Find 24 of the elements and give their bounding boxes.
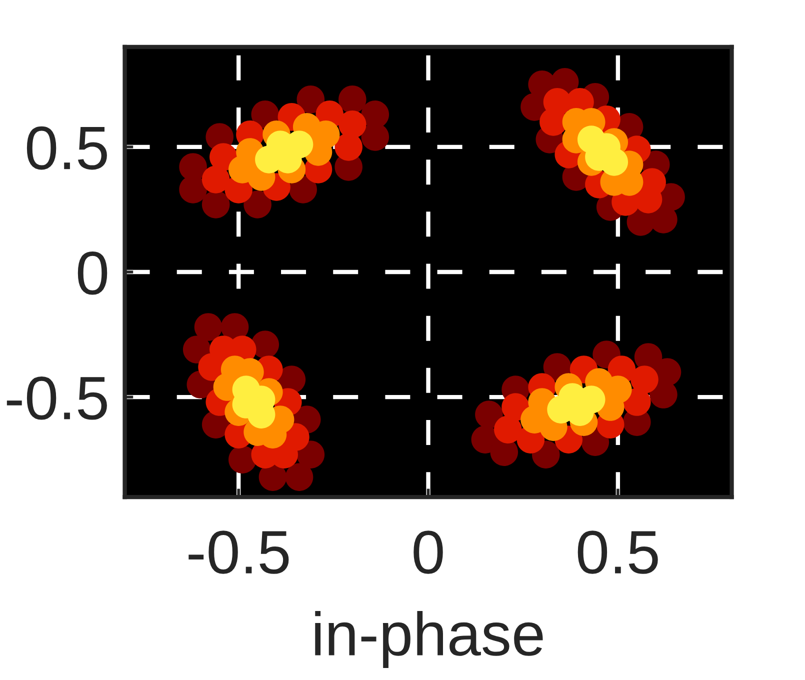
- point: [258, 463, 287, 491]
- point: [296, 86, 325, 114]
- point: [338, 86, 366, 114]
- point: [634, 343, 662, 371]
- point: [494, 416, 522, 444]
- x-tick-label: -0.5: [188, 530, 289, 574]
- point: [623, 388, 651, 416]
- point: [182, 336, 211, 364]
- x-tick-label: 0.5: [578, 530, 658, 574]
- point: [475, 400, 503, 428]
- point: [490, 438, 518, 466]
- point: [296, 440, 325, 468]
- x-axis-title: in-phase: [315, 610, 543, 668]
- point: [285, 463, 314, 491]
- point: [244, 190, 272, 218]
- y-tick-label: -0.5: [6, 376, 107, 420]
- point: [334, 133, 362, 161]
- point: [202, 166, 230, 194]
- point: [194, 313, 222, 341]
- y-tick-label: 0.5: [26, 126, 107, 170]
- x-tick-label: 0: [414, 530, 443, 574]
- y-tick-label: 0: [78, 251, 108, 295]
- point: [202, 190, 230, 218]
- point: [650, 380, 678, 408]
